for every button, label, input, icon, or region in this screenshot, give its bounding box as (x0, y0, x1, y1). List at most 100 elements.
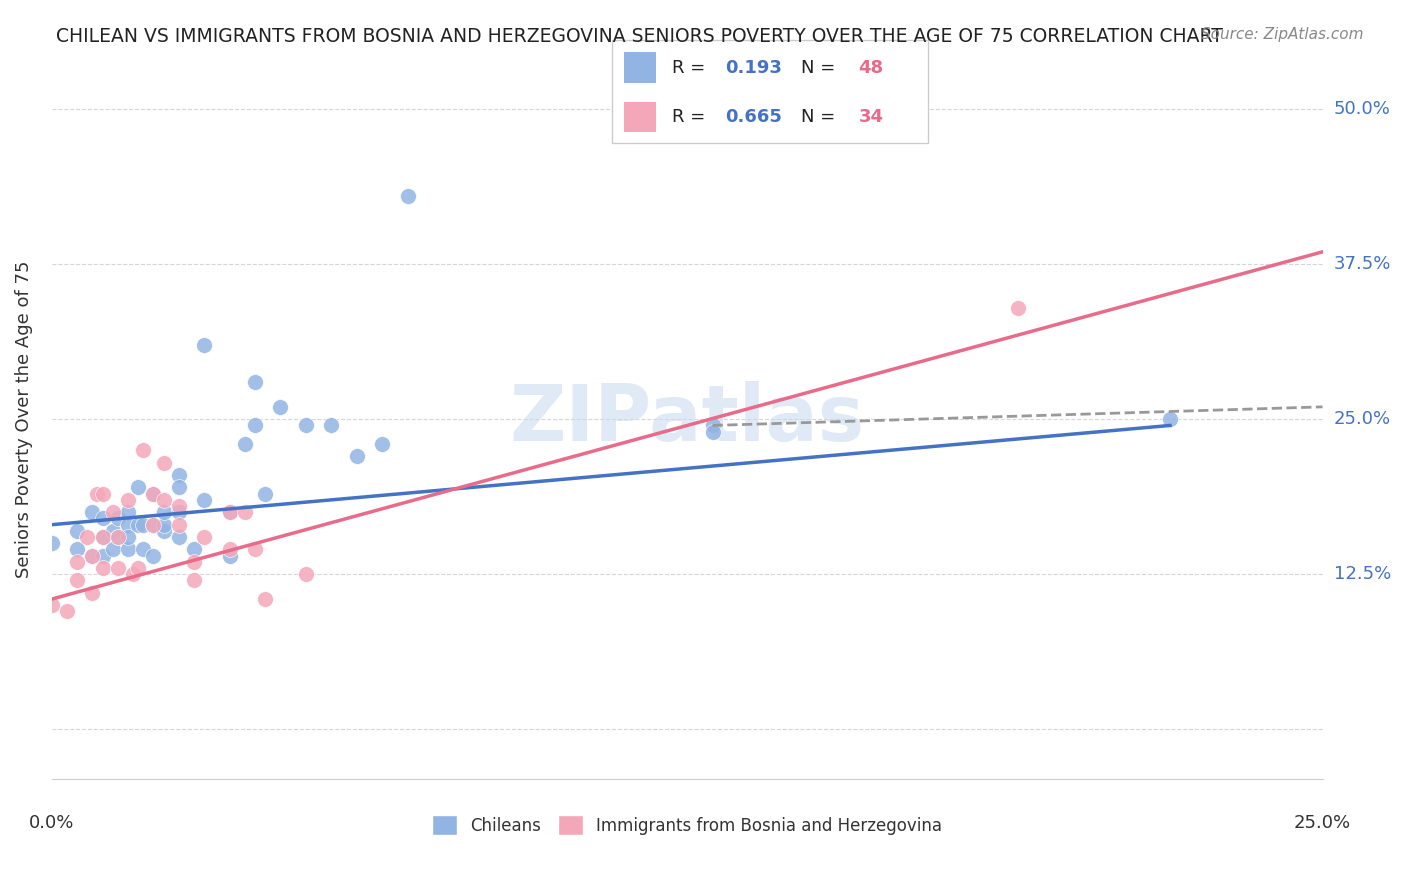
Point (295, 418, 318, 433)
Point (193, 338, 215, 352)
Point (218, 549, 240, 563)
Point (107, 530, 129, 544)
Text: 34: 34 (858, 108, 883, 126)
Text: 25.0%: 25.0% (1294, 814, 1351, 831)
Point (41, 599, 63, 613)
Point (254, 592, 277, 607)
Point (243, 418, 266, 433)
Point (127, 517, 149, 532)
Point (82, 549, 104, 563)
Text: 48: 48 (858, 59, 883, 77)
Point (218, 505, 240, 519)
Point (82, 505, 104, 519)
Point (243, 542, 266, 557)
Point (152, 492, 174, 507)
Text: 0.0%: 0.0% (30, 814, 75, 831)
Point (269, 400, 291, 414)
Point (167, 517, 190, 532)
Text: CHILEAN VS IMMIGRANTS FROM BOSNIA AND HERZEGOVINA SENIORS POVERTY OVER THE AGE O: CHILEAN VS IMMIGRANTS FROM BOSNIA AND HE… (56, 27, 1223, 45)
Point (82, 586, 104, 600)
Point (101, 542, 124, 557)
Point (167, 480, 190, 494)
Point (91, 530, 114, 544)
Point (117, 530, 139, 544)
Point (702, 418, 724, 433)
Point (183, 555, 205, 569)
Point (1007, 301, 1029, 315)
Point (152, 524, 174, 538)
Point (142, 486, 165, 500)
Point (66, 574, 89, 588)
Point (91, 561, 114, 575)
Point (91, 530, 114, 544)
FancyBboxPatch shape (612, 40, 928, 143)
Point (295, 567, 318, 582)
Point (41, 536, 63, 550)
Point (193, 492, 215, 507)
Point (218, 542, 240, 557)
Point (91, 486, 114, 500)
Point (152, 517, 174, 532)
Point (82, 549, 104, 563)
Y-axis label: Seniors Poverty Over the Age of 75: Seniors Poverty Over the Age of 75 (15, 260, 32, 578)
Point (66, 555, 89, 569)
Text: 50.0%: 50.0% (1334, 100, 1391, 119)
Point (167, 499, 190, 513)
Text: 0.193: 0.193 (725, 59, 782, 77)
Text: 25.0%: 25.0% (1334, 410, 1391, 428)
Point (132, 443, 155, 458)
Point (91, 511, 114, 525)
Point (152, 505, 174, 519)
Text: Source: ZipAtlas.com: Source: ZipAtlas.com (1201, 27, 1364, 42)
Point (122, 567, 145, 582)
Bar (624, 102, 655, 132)
Point (66, 524, 89, 538)
Point (183, 574, 205, 588)
Point (152, 456, 174, 470)
Point (117, 517, 139, 532)
Point (193, 530, 215, 544)
Point (127, 480, 149, 494)
Point (107, 511, 129, 525)
Point (396, 189, 419, 203)
Point (321, 418, 343, 433)
Point (218, 505, 240, 519)
Point (142, 549, 165, 563)
Point (167, 530, 190, 544)
Text: R =: R = (672, 59, 710, 77)
Point (371, 437, 394, 451)
Bar (624, 53, 655, 83)
Point (117, 492, 139, 507)
Point (117, 542, 139, 557)
Point (243, 375, 266, 389)
Legend: Chileans, Immigrants from Bosnia and Herzegovina: Chileans, Immigrants from Bosnia and Her… (432, 815, 942, 835)
Point (233, 505, 256, 519)
Point (346, 450, 368, 464)
Text: 37.5%: 37.5% (1334, 255, 1391, 273)
Point (183, 542, 205, 557)
Text: N =: N = (801, 108, 841, 126)
Point (702, 425, 724, 439)
Point (167, 505, 190, 519)
Point (142, 486, 165, 500)
Point (107, 561, 129, 575)
Point (66, 542, 89, 557)
Point (127, 561, 149, 575)
Point (142, 517, 165, 532)
Text: R =: R = (672, 108, 710, 126)
Point (1159, 412, 1181, 426)
Point (117, 505, 139, 519)
Text: N =: N = (801, 59, 841, 77)
Point (142, 517, 165, 532)
Point (107, 530, 129, 544)
Point (167, 468, 190, 483)
Text: ZIPatlas: ZIPatlas (509, 381, 865, 458)
Point (56, 605, 79, 619)
Text: 0.665: 0.665 (725, 108, 782, 126)
Point (233, 437, 256, 451)
Point (86, 486, 108, 500)
Point (91, 549, 114, 563)
Point (101, 505, 124, 519)
Point (132, 542, 155, 557)
Text: 12.5%: 12.5% (1334, 566, 1391, 583)
